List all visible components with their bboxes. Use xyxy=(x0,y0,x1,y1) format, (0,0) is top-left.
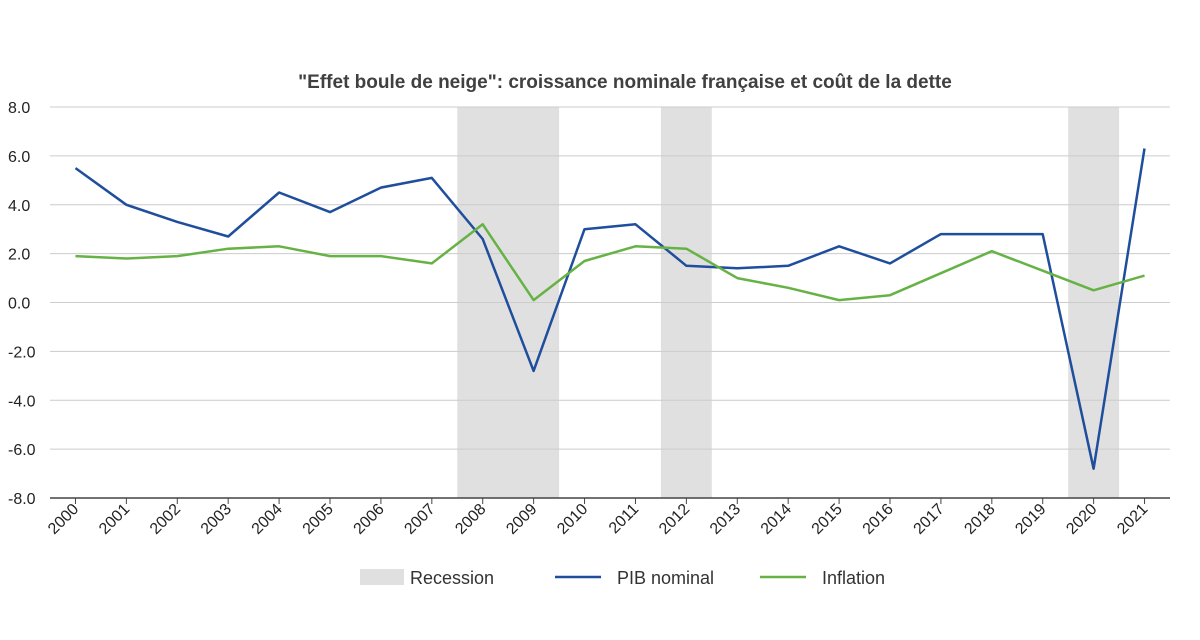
x-tick-label: 2002 xyxy=(147,501,184,538)
x-tick-label: 2006 xyxy=(351,501,388,538)
y-tick-labels: 8.0 6.0 4.0 2.0 0.0 -2.0 -4.0 -6.0 -8.0 xyxy=(8,100,36,508)
y-tick-label: -6.0 xyxy=(8,442,36,459)
chart-title: "Effet boule de neige": croissance nomin… xyxy=(298,72,952,93)
x-tick-label: 2007 xyxy=(401,501,438,538)
x-tick-label: 2008 xyxy=(452,501,489,538)
legend-label-pib: PIB nominal xyxy=(617,568,714,588)
x-tick-label: 2015 xyxy=(809,501,846,538)
x-tick-label: 2020 xyxy=(1063,501,1100,538)
x-tick-label: 2001 xyxy=(96,501,133,538)
x-tick-label: 2017 xyxy=(911,501,948,538)
legend-label-inflation: Inflation xyxy=(822,568,885,588)
y-tick-label: 2.0 xyxy=(8,247,30,264)
y-tick-label: -4.0 xyxy=(8,393,36,410)
series-lines xyxy=(74,148,1146,470)
legend-swatch-recession xyxy=(360,569,404,585)
gridlines xyxy=(50,106,1170,499)
x-tick-label: 2012 xyxy=(656,501,693,538)
series-line-inflation xyxy=(75,223,1145,302)
legend-label-recession: Recession xyxy=(410,568,494,588)
y-tick-label: 8.0 xyxy=(8,100,30,117)
x-tick-label: 2021 xyxy=(1114,501,1151,538)
y-tick-label: 6.0 xyxy=(8,149,30,166)
x-tick-label: 2009 xyxy=(503,501,540,538)
y-tick-label: -2.0 xyxy=(8,344,36,361)
x-tick-label: 2005 xyxy=(300,501,337,538)
x-tick-label: 2011 xyxy=(606,501,642,537)
x-tick-label: 2019 xyxy=(1012,501,1049,538)
x-tick-label: 2016 xyxy=(860,501,897,538)
x-tick-label: 2004 xyxy=(249,501,286,538)
x-tick-labels: 2000 2001 2002 2003 2004 2005 2006 2007 2008 2009… xyxy=(45,501,1151,538)
x-tick-label: 2013 xyxy=(707,501,744,538)
y-tick-label: -8.0 xyxy=(8,491,36,508)
x-tick-label: 2000 xyxy=(45,501,82,538)
axes xyxy=(74,498,1146,504)
x-tick-label: 2003 xyxy=(198,501,235,538)
x-tick-label: 2014 xyxy=(758,501,795,538)
y-tick-label: 4.0 xyxy=(8,198,30,215)
x-tick-label: 2018 xyxy=(961,501,998,538)
x-tick-label: 2010 xyxy=(554,501,591,538)
y-tick-label: 0.0 xyxy=(8,296,30,313)
series-line-pib-nominal xyxy=(74,148,1146,470)
legend: Recession PIB nominal Inflation xyxy=(360,568,885,588)
